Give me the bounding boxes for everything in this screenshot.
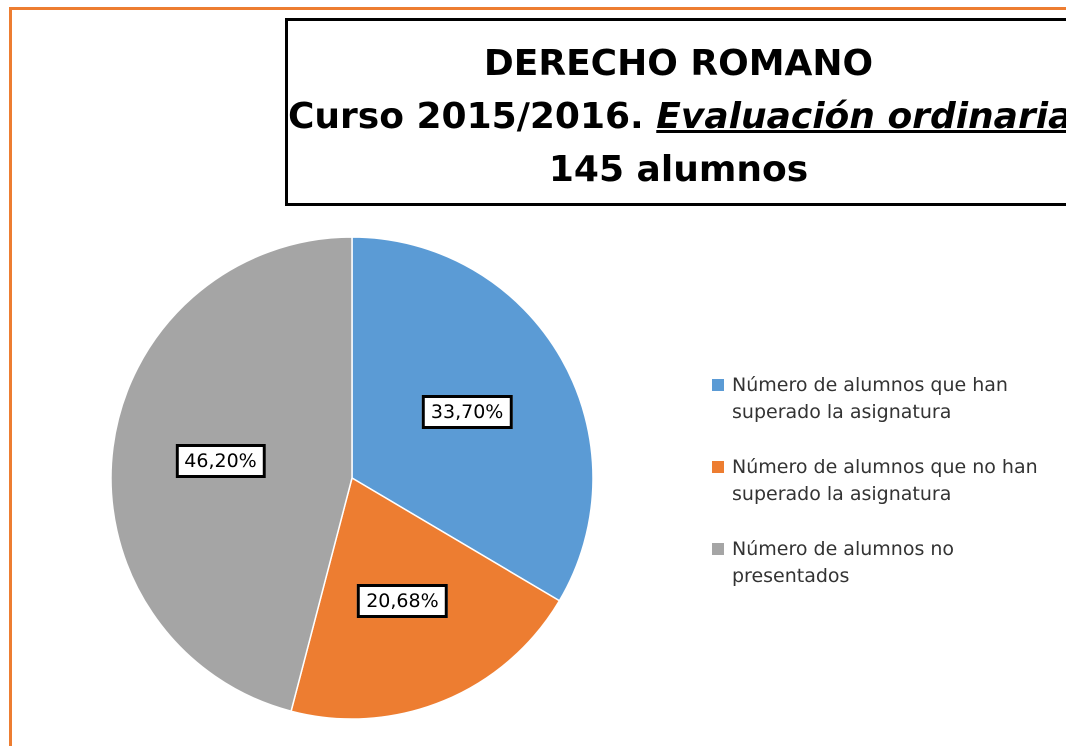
title-box: DERECHO ROMANO Curso 2015/2016. Evaluaci… — [285, 18, 1066, 206]
legend-item: Número de alumnos no presentados — [712, 536, 1052, 590]
subtitle: Evaluación ordinaria — [656, 96, 1066, 137]
legend-swatch — [712, 461, 724, 473]
data-label: 46,20% — [175, 444, 266, 479]
subtitle-line: Curso 2015/2016. Evaluación ordinaria — [288, 96, 1066, 137]
subtitle: 145 alumnos — [548, 149, 809, 190]
data-label: 20,68% — [357, 583, 448, 618]
frame — [9, 7, 1066, 746]
legend-item: Número de alumnos que han superado la as… — [712, 372, 1052, 426]
legend-swatch — [712, 379, 724, 391]
chart-title: DERECHO ROMANO — [483, 43, 874, 84]
data-label: 33,70% — [421, 395, 513, 430]
legend-item: Número de alumnos que no han superado la… — [712, 454, 1052, 508]
subtitle: Curso 2015/2016. — [288, 96, 644, 137]
legend-swatch — [712, 543, 724, 555]
